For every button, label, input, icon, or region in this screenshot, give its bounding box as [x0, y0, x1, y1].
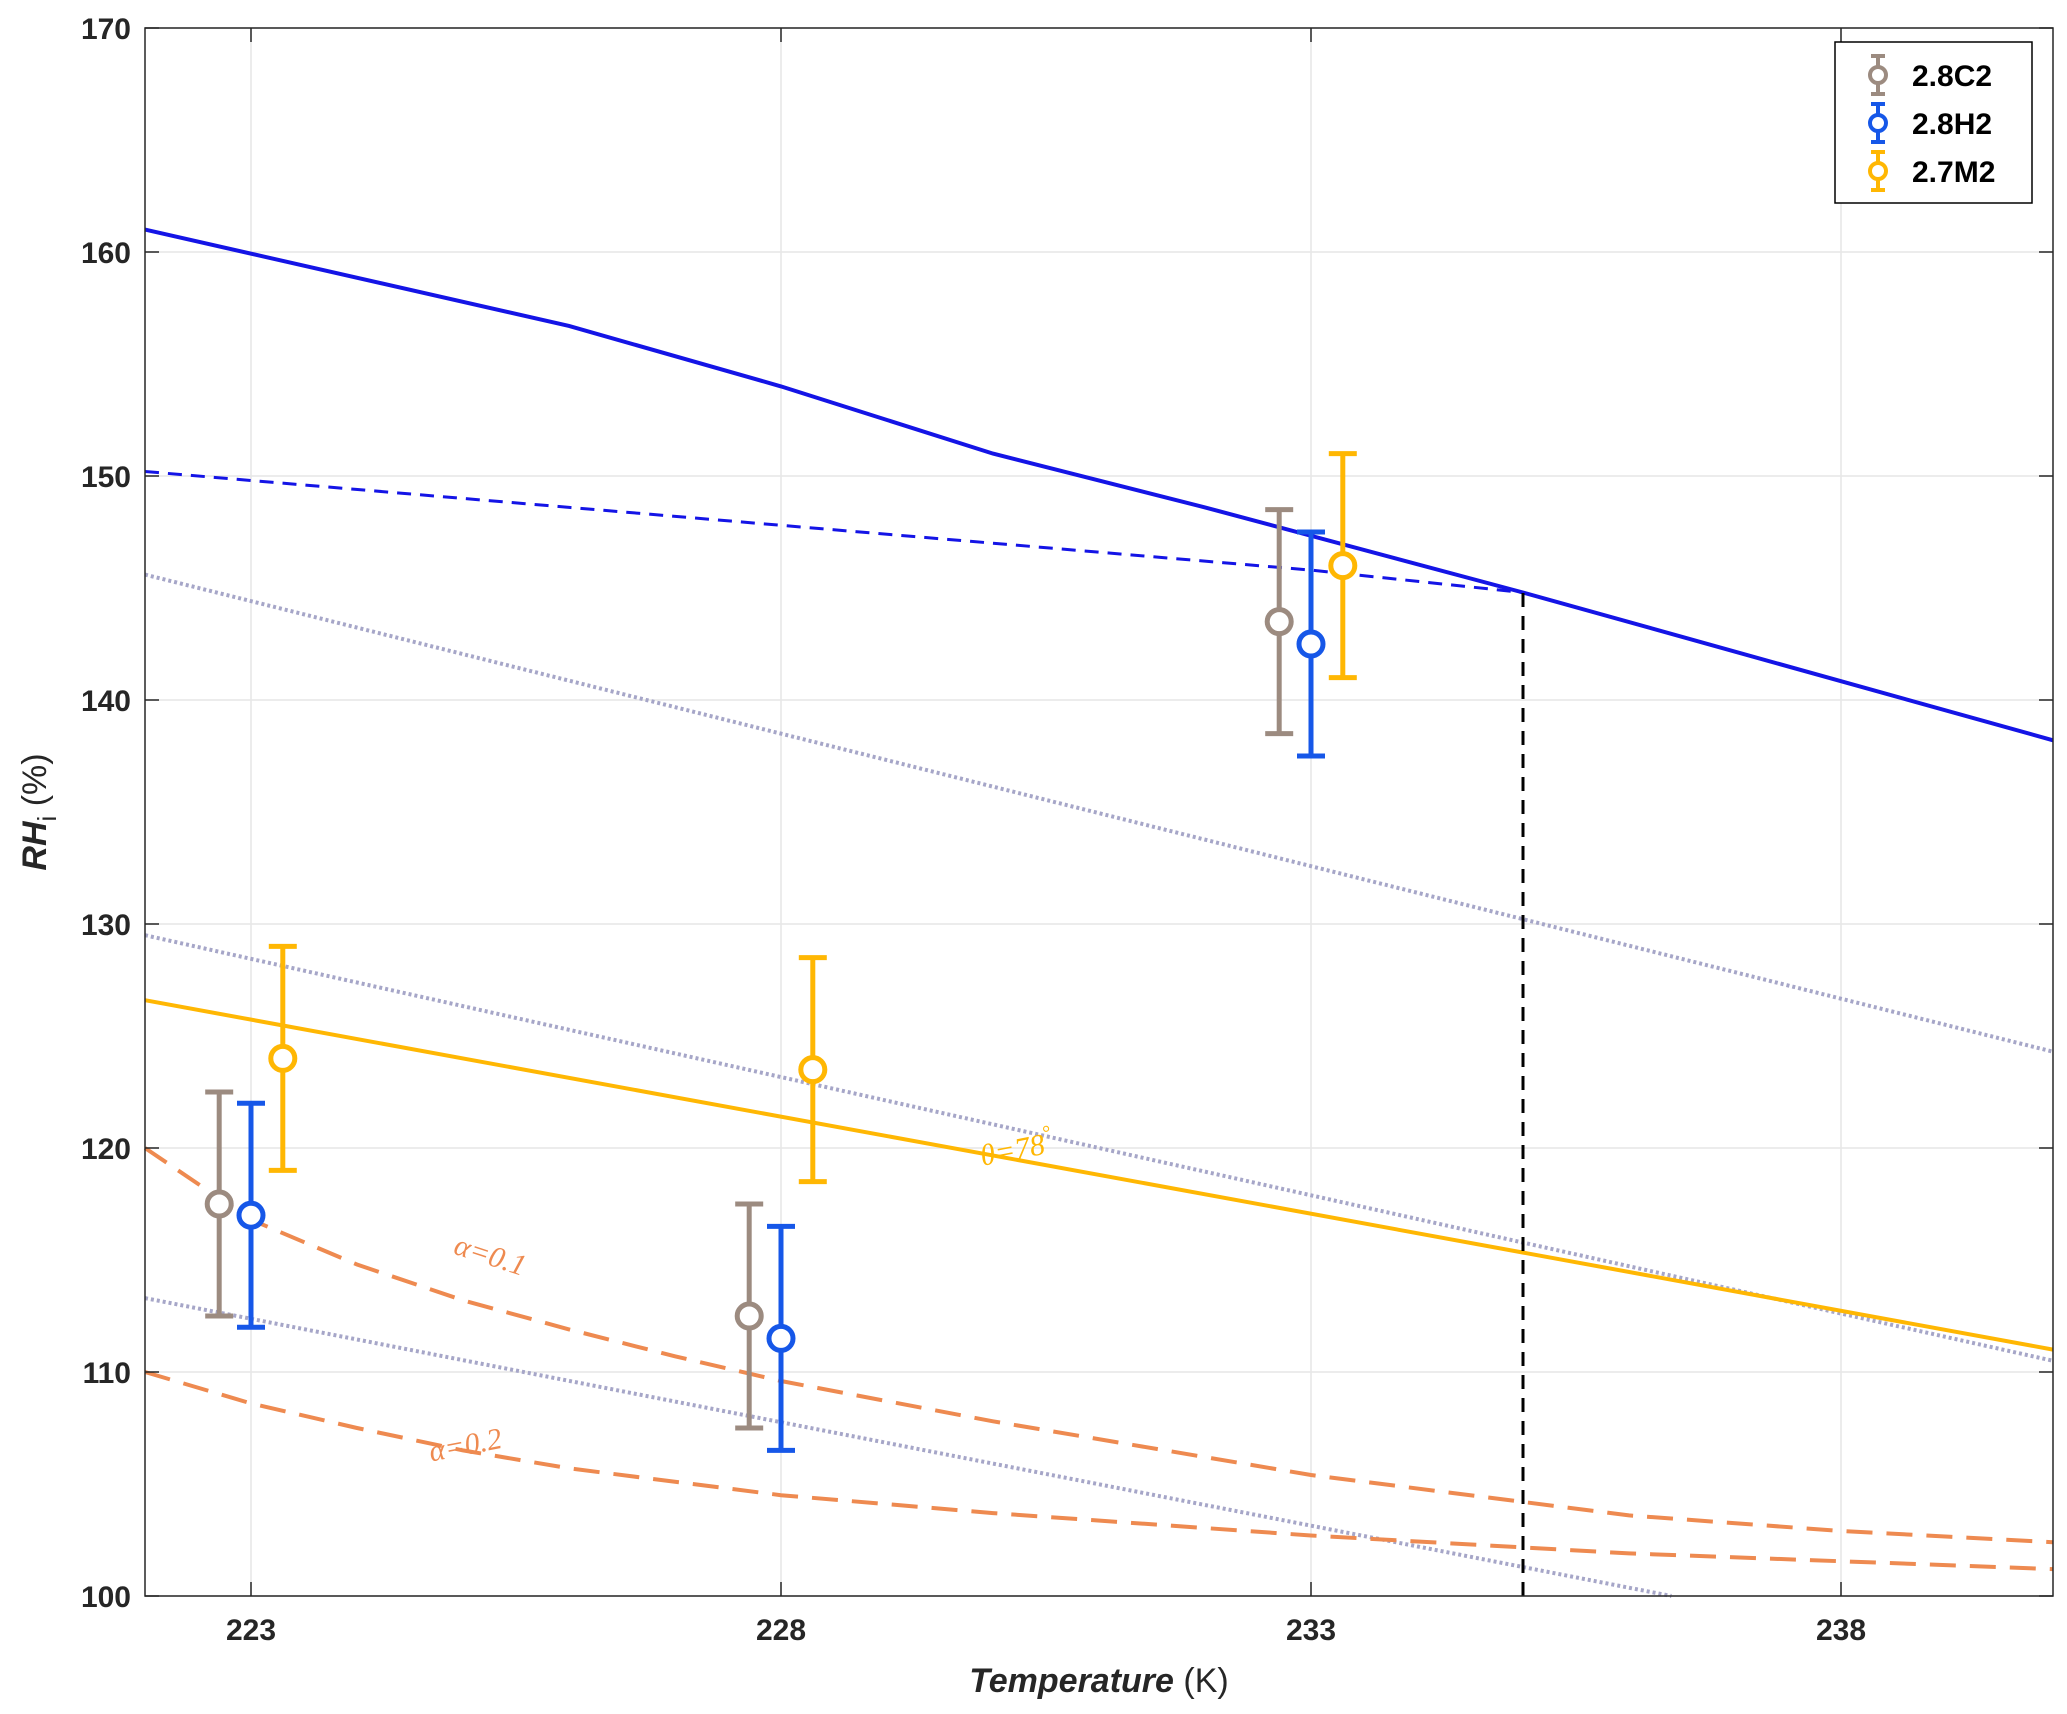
line-dotted-lower	[144, 1296, 1672, 1598]
line-blue-dashed	[144, 470, 1524, 594]
errorbar-series	[204, 451, 1358, 1453]
legend-label: 2.7M2	[1912, 156, 1995, 189]
y-tick-label: 120	[81, 1133, 131, 1166]
annotation-alpha2: α=0.2	[426, 1422, 504, 1468]
data-point-marker	[766, 1323, 796, 1353]
x-tick-label: 223	[226, 1614, 276, 1647]
y-axis-title: RHi (%)	[16, 753, 62, 870]
data-point-marker	[1264, 607, 1294, 637]
y-tick-label: 150	[81, 461, 131, 494]
legend-entry: 2.8H2	[1868, 102, 1992, 144]
errorbar-2.8H2	[766, 1223, 796, 1453]
legend-label: 2.8H2	[1912, 108, 1992, 141]
errorbar-2.8C2	[204, 1089, 234, 1319]
legend-box	[1834, 41, 2033, 204]
line-yellow-theta	[144, 998, 2054, 1352]
data-point-marker	[798, 1055, 828, 1085]
chart-lines	[143, 227, 2054, 1598]
line-blue-solid	[144, 227, 2054, 743]
grid	[145, 27, 2053, 1597]
data-point-marker	[1328, 551, 1358, 581]
errorbar-2.8H2	[1296, 529, 1326, 759]
y-tick-label: 130	[81, 909, 131, 942]
y-tick-label: 160	[81, 237, 131, 270]
annotation-alpha1: α=0.1	[450, 1229, 530, 1283]
errorbar-2.7M2	[798, 955, 828, 1185]
plot-frame	[144, 27, 2054, 1597]
x-axis-title-unit: (K)	[1174, 1662, 1229, 1700]
x-axis-title-main: Temperature	[969, 1662, 1174, 1700]
data-point-marker	[204, 1189, 234, 1219]
line-alpha-0.2	[144, 1370, 2054, 1572]
x-tick-label: 233	[1286, 1614, 1336, 1647]
legend-label: 2.8C2	[1912, 60, 1992, 93]
legend-marker	[1868, 65, 1888, 85]
annotation-sup: °	[1040, 1122, 1052, 1145]
y-tick-label: 170	[81, 13, 131, 46]
errorbar-2.8C2	[1264, 507, 1294, 737]
y-tick-label: 100	[81, 1581, 131, 1614]
legend-entry: 2.8C2	[1868, 54, 1992, 96]
legend: 2.8C2 2.8H2 2.7M2	[1834, 41, 2033, 204]
legend-marker	[1868, 113, 1888, 133]
legend-entry: 2.7M2	[1868, 150, 1995, 192]
data-point-marker	[268, 1043, 298, 1073]
axis-ticks: 223 228 233 238 100 110 120 130 140 150 160 170	[81, 13, 2053, 1647]
x-axis-title: Temperature (K)	[969, 1662, 1228, 1700]
data-point-marker	[1296, 629, 1326, 659]
errorbar-2.8H2	[236, 1100, 266, 1330]
errorbar-2.7M2	[1328, 451, 1358, 681]
errorbar-2.7M2	[268, 943, 298, 1173]
y-axis-title-unit: (%)	[16, 753, 54, 815]
line-alpha-0.1	[143, 1146, 2054, 1545]
annotations: θ=78°α=0.1α=0.2	[426, 1122, 1055, 1469]
line-dotted-upper	[144, 572, 2054, 1054]
x-tick-label: 228	[756, 1614, 806, 1647]
y-tick-label: 110	[83, 1357, 131, 1390]
legend-marker	[1868, 161, 1888, 181]
errorbar-2.8C2	[734, 1201, 764, 1431]
line-dotted-middle	[144, 933, 2054, 1363]
data-point-marker	[734, 1301, 764, 1331]
y-tick-label: 140	[81, 685, 131, 718]
y-axis-title-main: RH	[16, 820, 54, 871]
data-point-marker	[236, 1200, 266, 1230]
axis-titles: Temperature (K) RHi (%)	[16, 753, 1229, 1700]
x-tick-label: 238	[1816, 1614, 1866, 1647]
y-axis-title-sub: i	[32, 816, 62, 822]
